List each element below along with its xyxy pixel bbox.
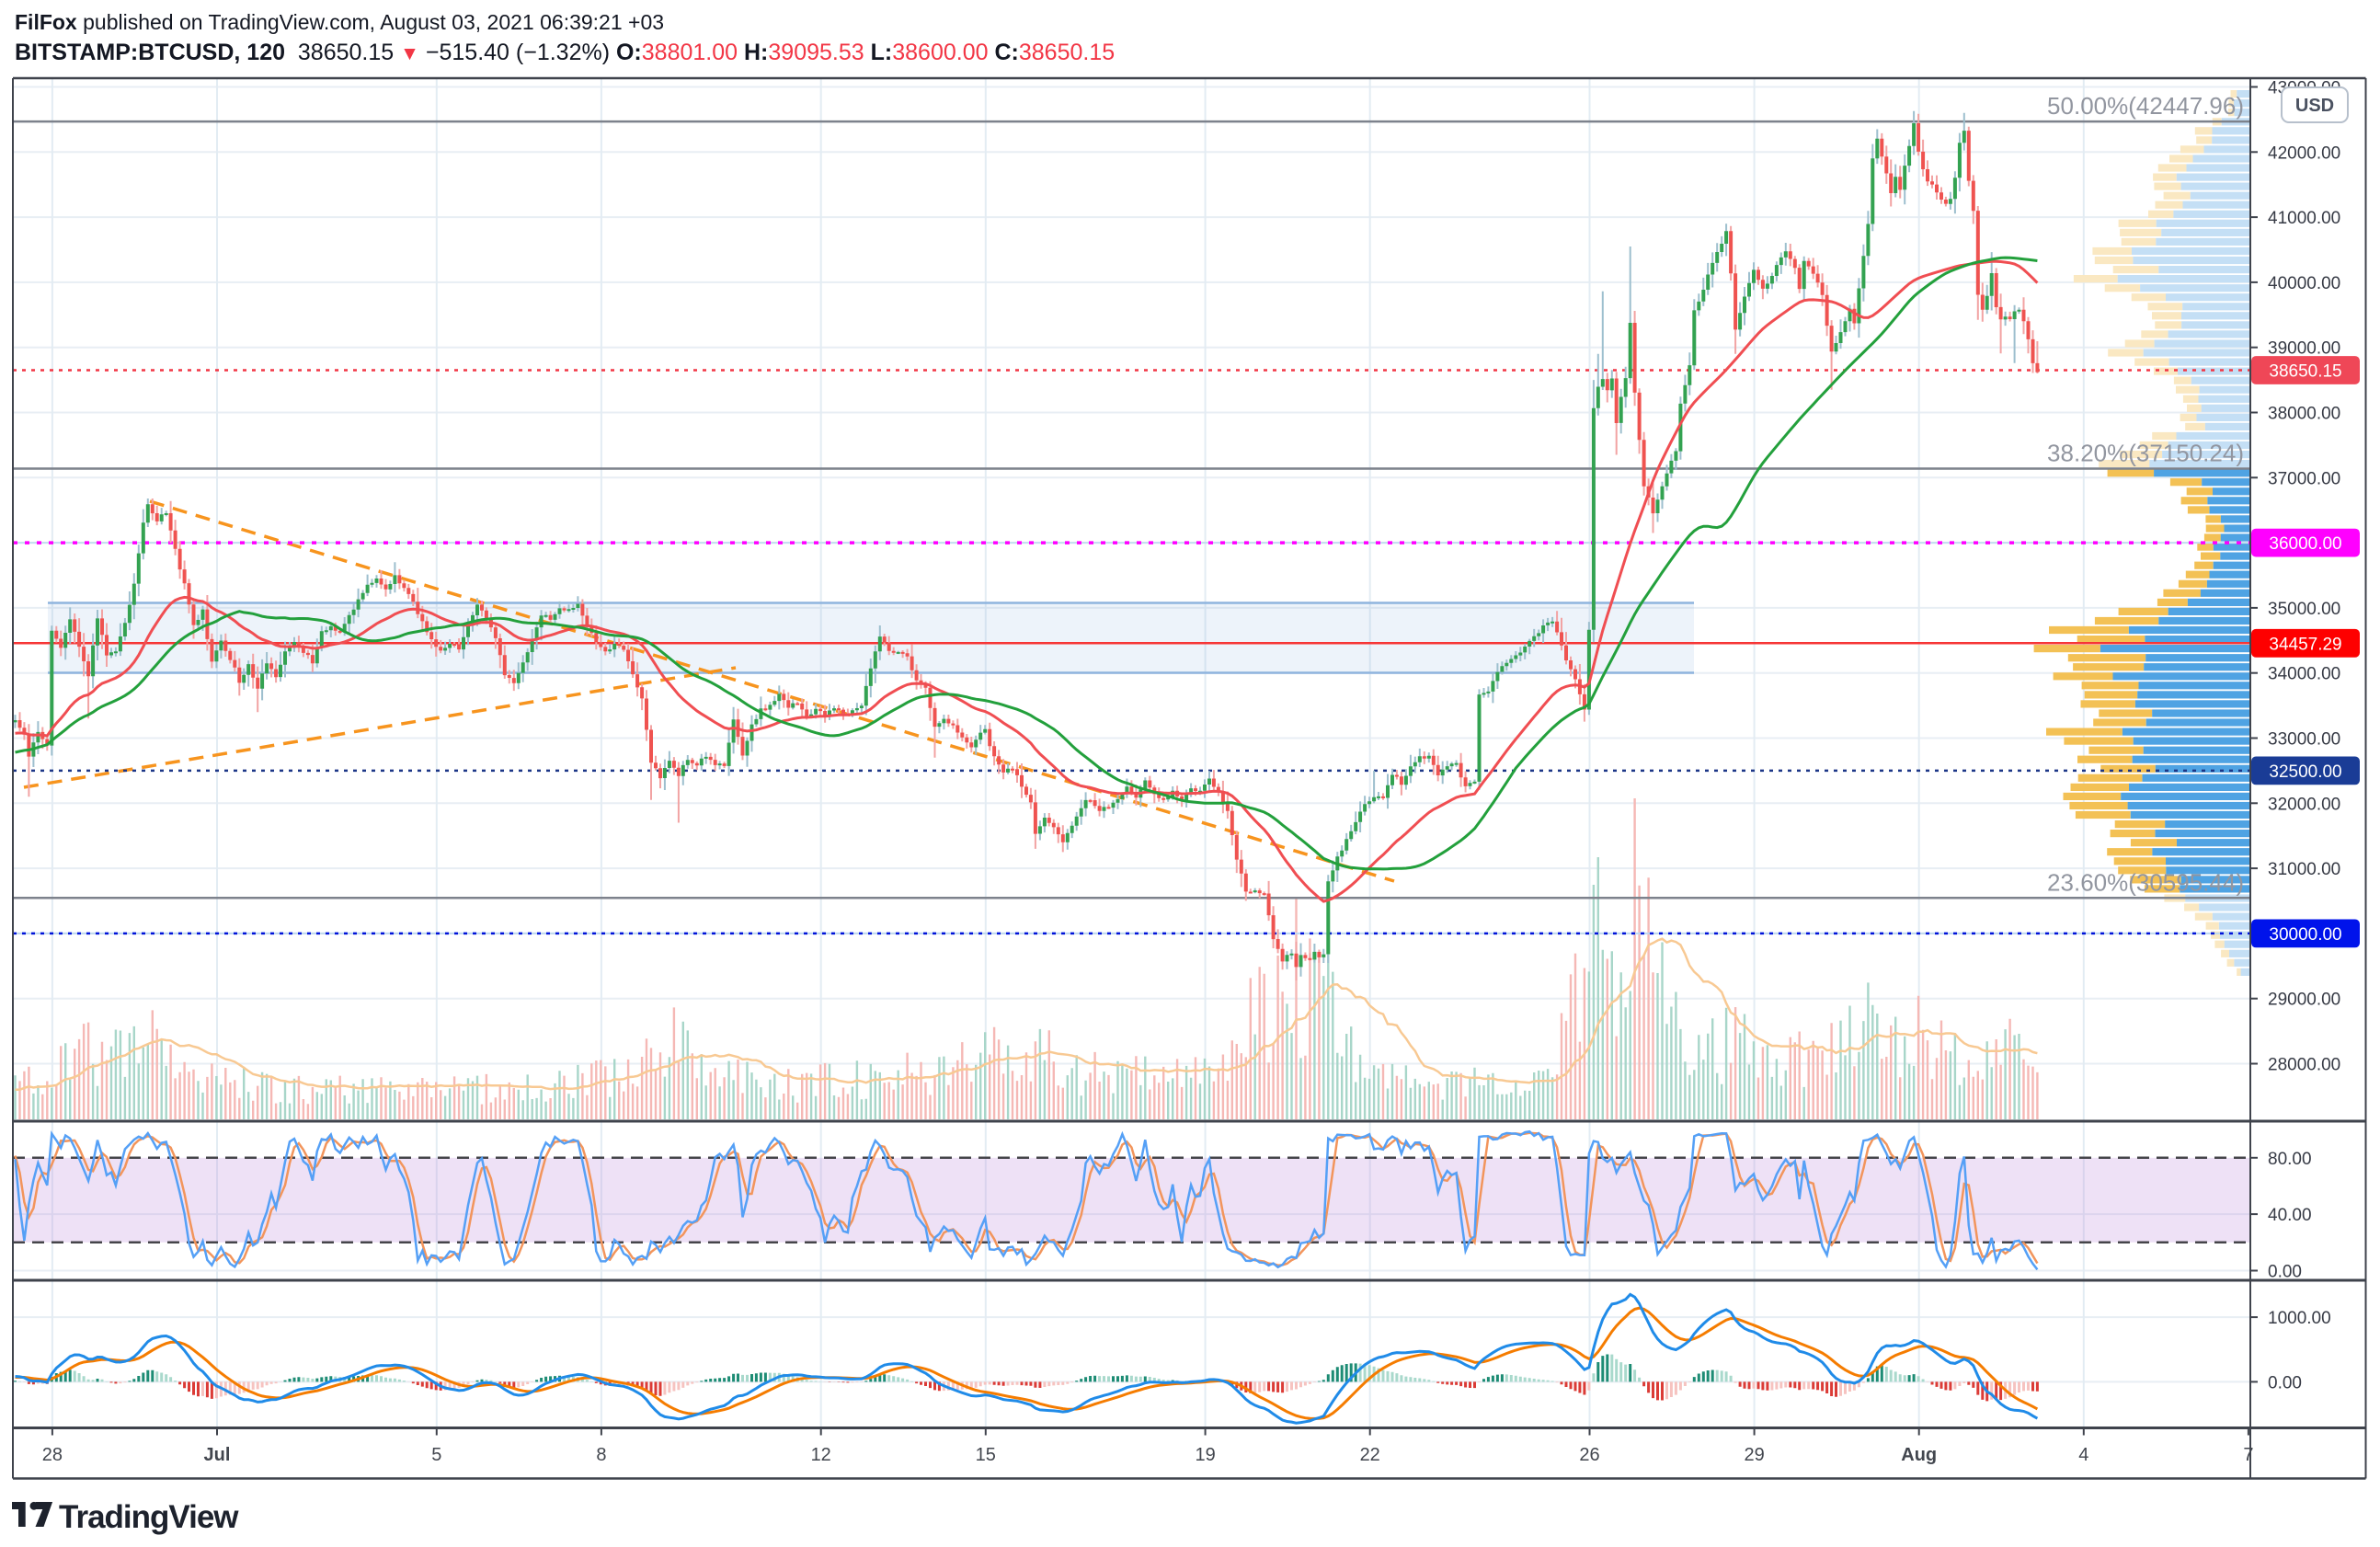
svg-text:12: 12 [811,1445,831,1465]
svg-text:34457.29: 34457.29 [2269,635,2341,654]
svg-text:29000.00: 29000.00 [2268,991,2340,1010]
svg-text:TradingView: TradingView [59,1499,239,1535]
svg-text:31000.00: 31000.00 [2268,860,2340,879]
svg-text:38000.00: 38000.00 [2268,405,2340,424]
svg-text:28000.00: 28000.00 [2268,1056,2340,1075]
svg-text:26: 26 [1579,1445,1599,1465]
svg-text:37000.00: 37000.00 [2268,469,2340,488]
svg-text:39000.00: 39000.00 [2268,339,2340,359]
svg-text:28: 28 [42,1445,63,1465]
svg-text:4: 4 [2078,1445,2088,1465]
svg-text:50.00%(42447.96): 50.00%(42447.96) [2047,92,2244,120]
svg-text:29: 29 [1744,1445,1764,1465]
svg-text:8: 8 [596,1445,606,1465]
svg-text:0.00: 0.00 [2268,1373,2302,1392]
svg-text:5: 5 [431,1445,441,1465]
svg-text:32000.00: 32000.00 [2268,795,2340,814]
svg-text:32500.00: 32500.00 [2269,762,2341,782]
svg-text:1000.00: 1000.00 [2268,1309,2331,1328]
svg-text:38.20%(37150.24): 38.20%(37150.24) [2047,440,2244,467]
svg-text:19: 19 [1195,1445,1215,1465]
svg-text:35000.00: 35000.00 [2268,600,2340,619]
svg-text:7: 7 [2243,1445,2253,1465]
svg-text:USD: USD [2295,96,2334,116]
svg-text:23.60%(30595.44): 23.60%(30595.44) [2047,868,2244,896]
svg-text:41000.00: 41000.00 [2268,209,2340,228]
svg-text:Jul: Jul [204,1445,231,1465]
svg-text:36000.00: 36000.00 [2269,534,2341,554]
svg-text:40.00: 40.00 [2268,1206,2312,1225]
svg-text:38650.15: 38650.15 [2269,362,2341,382]
svg-text:80.00: 80.00 [2268,1150,2312,1169]
svg-text:34000.00: 34000.00 [2268,665,2340,684]
svg-text:22: 22 [1360,1445,1380,1465]
svg-text:0.00: 0.00 [2268,1263,2302,1282]
svg-text:42000.00: 42000.00 [2268,143,2340,163]
svg-text:33000.00: 33000.00 [2268,730,2340,750]
svg-text:15: 15 [976,1445,996,1465]
svg-text:Aug: Aug [1901,1445,1937,1465]
svg-text:40000.00: 40000.00 [2268,274,2340,293]
svg-text:30000.00: 30000.00 [2269,925,2341,945]
